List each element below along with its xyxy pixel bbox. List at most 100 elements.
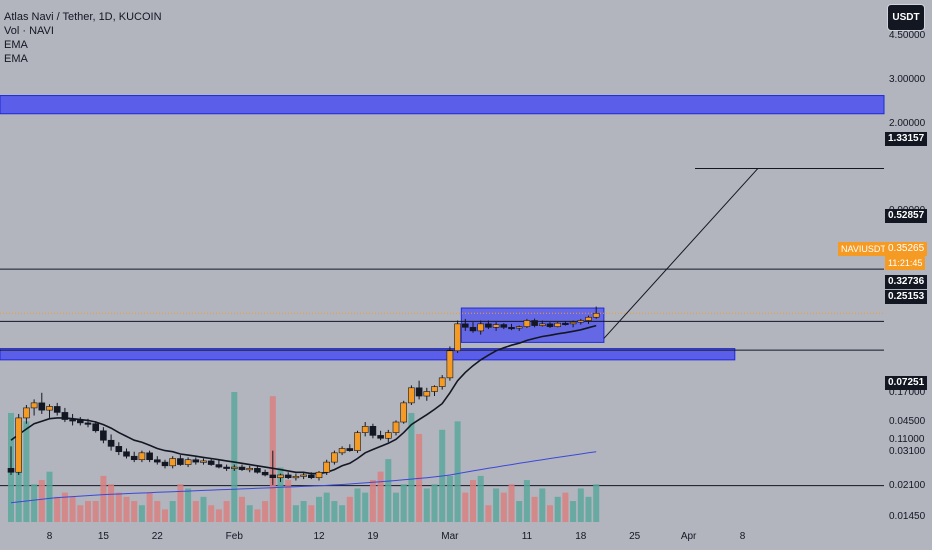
volume-bar [108,484,115,522]
volume-bar [69,496,76,522]
volume-bar [547,505,553,522]
volume-bar [346,496,353,522]
candle-body [30,402,38,409]
candle-body [315,471,323,479]
volume-bar [85,501,91,522]
ema-indicator-label-1[interactable]: EMA [4,39,28,51]
ema-slow-line [10,451,597,504]
volume-bar [123,496,130,522]
candle-body [477,323,485,332]
volume-bar [285,480,292,522]
price-axis-label: 3.00000 [889,73,926,85]
price-axis-label: 0.01450 [889,511,926,522]
volume-bar [92,501,99,522]
volume-bar [61,492,68,522]
candle-body [284,474,292,479]
volume-indicator-label[interactable]: Vol · NAVI [4,25,54,37]
candle-body [577,320,585,323]
candle-body [154,459,161,463]
volume-bar [185,488,192,522]
volume-bar [192,501,199,522]
candle-body [508,327,515,330]
candle-body [38,402,46,411]
volume-bar [562,492,569,522]
candle-body [231,466,238,469]
candle-body [184,459,192,465]
candle-body [431,386,438,392]
volume-bar [485,505,492,522]
candle-body [261,471,269,476]
volume-bar [38,480,45,522]
candle-body [492,324,500,328]
time-axis-label: 15 [97,531,109,542]
candle-body [138,452,146,461]
candle-body [523,320,531,327]
volume-bar [423,488,430,522]
price-axis-label: 0.04500 [889,416,926,427]
candle-body [338,448,346,454]
candle-body [554,322,562,327]
volume-bar [300,501,307,522]
volume-bar [531,496,538,522]
volume-bar [239,496,245,522]
volume-bar [23,421,30,522]
volume-bar [523,480,530,522]
volume-bar [162,509,168,522]
candle-body [100,430,107,441]
price-axis-label: 0.03100 [889,446,926,457]
volume-bar [100,475,107,522]
candle-body [77,420,84,424]
volume-bar [308,505,315,522]
symbol-price-tag: NAVIUSDT [838,242,889,256]
candle-body [254,468,261,473]
candle-body [215,464,223,468]
candle-body [177,458,184,465]
volume-bar [31,484,38,522]
candle-body [384,432,392,439]
candle-body [146,452,153,461]
ema-indicator-label-2[interactable]: EMA [4,53,28,65]
price-axis-label: 4.50000 [889,29,926,41]
time-axis-label: 25 [629,531,641,542]
countdown-tag: 11:21:45 [885,256,926,270]
volume-bar [262,501,269,522]
volume-bar [539,488,546,522]
time-axis-label: 8 [46,531,53,542]
volume-bar [585,496,592,522]
candle-body [461,323,469,328]
candle-body [269,474,277,479]
candle-body [585,316,592,321]
time-axis-label: 12 [313,531,325,542]
candle-body [346,448,354,451]
volume-bar [377,471,384,522]
volume-bar [454,421,461,522]
candle-body [307,474,315,479]
resistance-price-tag: 0.52857 [885,209,928,223]
time-axis-label: Apr [680,531,697,542]
candle-body [569,321,577,325]
candle-body [361,426,369,433]
candle-body [277,474,284,479]
volume-bar [115,492,122,522]
candle-body [415,387,423,397]
candle-body [7,468,15,473]
volume-bar [339,505,346,522]
candle-body [115,446,123,453]
symbol-title[interactable]: Atlas Navi / Tether, 1D, KUCOIN [4,11,162,23]
volume-bar [154,501,161,522]
candle-body [169,458,176,467]
support-zone [0,348,736,361]
time-axis-label: 19 [367,531,379,542]
currency-button[interactable]: USDT [887,4,925,31]
candle-body [369,426,377,436]
box-low-price-tag: 0.32736 [885,275,928,289]
price-axis-label: 0.02100 [889,480,926,491]
volume-bar [177,484,184,522]
time-axis-label: Mar [441,531,459,542]
volume-bar [208,505,215,522]
projection-line [603,168,759,339]
candle-body [377,435,384,439]
candle-body [192,459,200,463]
